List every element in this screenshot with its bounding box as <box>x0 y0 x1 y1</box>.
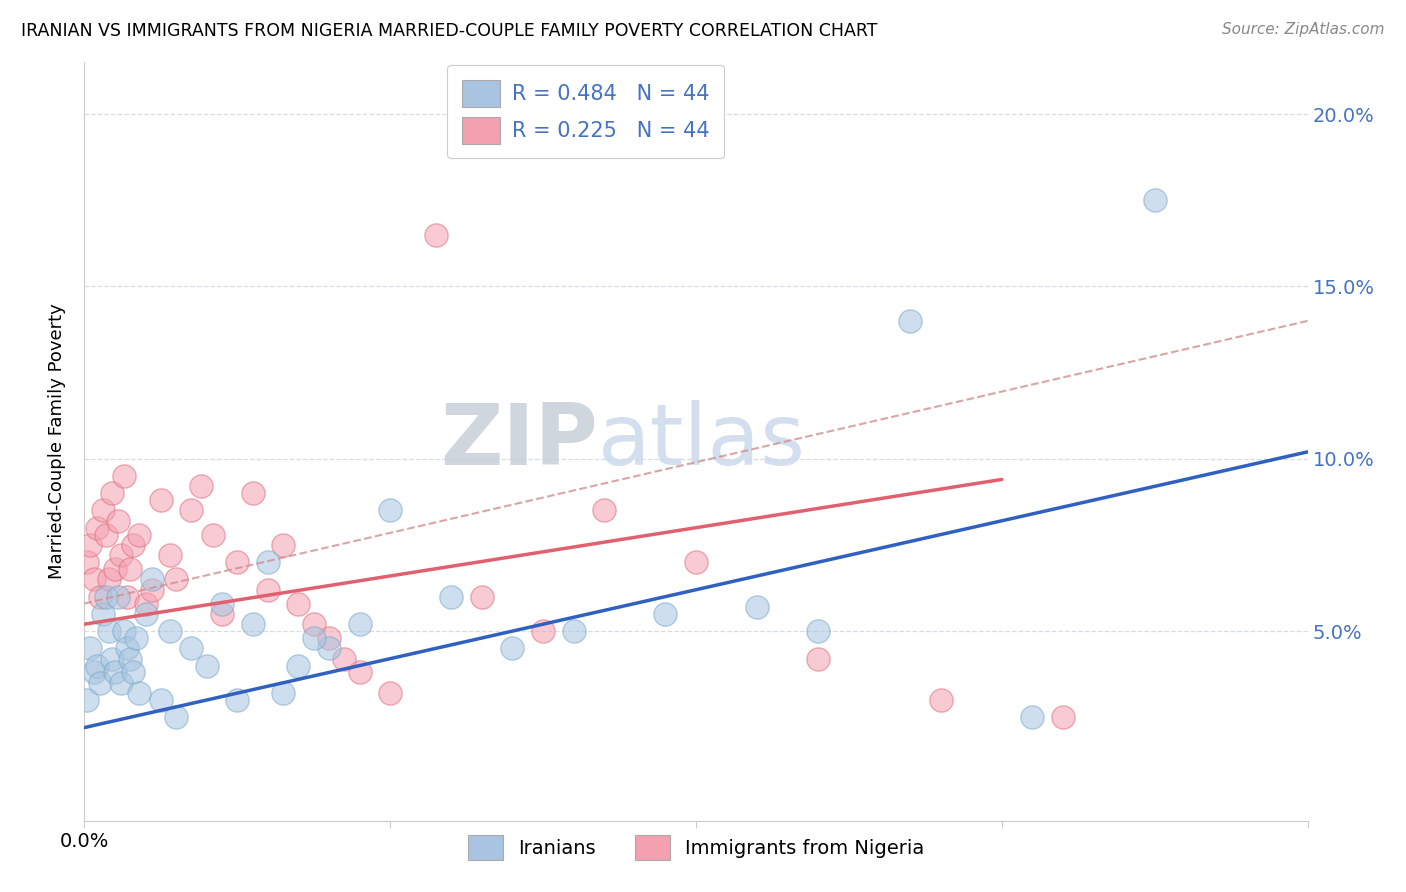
Point <box>120 562 142 576</box>
Point <box>807 651 830 665</box>
Point <box>91 503 114 517</box>
Text: Source: ZipAtlas.com: Source: ZipAtlas.com <box>1222 22 1385 37</box>
Point <box>91 607 114 621</box>
Point <box>76 693 98 707</box>
Point <box>271 538 294 552</box>
Point <box>685 555 707 569</box>
Text: IRANIAN VS IMMIGRANTS FROM NIGERIA MARRIED-COUPLE FAMILY POVERTY CORRELATION CHA: IRANIAN VS IMMIGRANTS FROM NIGERIA MARRI… <box>21 22 877 40</box>
Point <box>380 686 402 700</box>
Point <box>112 469 135 483</box>
Point <box>141 582 163 597</box>
Point <box>562 624 585 639</box>
Point <box>94 527 117 541</box>
Point <box>471 590 494 604</box>
Point <box>97 624 120 639</box>
Point <box>1143 194 1166 208</box>
Point <box>135 597 157 611</box>
Point <box>165 573 187 587</box>
Point <box>115 641 138 656</box>
Point <box>120 651 142 665</box>
Point <box>929 693 952 707</box>
Point <box>180 641 202 656</box>
Text: ZIP: ZIP <box>440 400 598 483</box>
Point <box>76 555 98 569</box>
Point <box>257 582 280 597</box>
Point <box>195 658 218 673</box>
Point <box>110 548 132 563</box>
Point <box>349 617 371 632</box>
Point <box>271 686 294 700</box>
Point <box>333 651 356 665</box>
Point <box>180 503 202 517</box>
Text: 0.0%: 0.0% <box>59 832 110 851</box>
Point <box>79 641 101 656</box>
Point <box>747 599 769 614</box>
Point <box>593 503 616 517</box>
Point <box>1021 710 1043 724</box>
Point <box>86 658 108 673</box>
Point <box>425 227 447 242</box>
Point <box>83 573 105 587</box>
Point <box>101 486 124 500</box>
Point <box>128 686 150 700</box>
Point <box>211 607 233 621</box>
Point <box>122 538 145 552</box>
Point <box>807 624 830 639</box>
Point <box>226 693 249 707</box>
Point <box>302 617 325 632</box>
Point <box>107 514 129 528</box>
Legend: Iranians, Immigrants from Nigeria: Iranians, Immigrants from Nigeria <box>460 827 932 868</box>
Point <box>97 573 120 587</box>
Point <box>122 665 145 680</box>
Text: atlas: atlas <box>598 400 806 483</box>
Point <box>125 631 148 645</box>
Point <box>287 658 309 673</box>
Point <box>165 710 187 724</box>
Point <box>211 597 233 611</box>
Point <box>104 665 127 680</box>
Point <box>242 617 264 632</box>
Point <box>110 675 132 690</box>
Point <box>115 590 138 604</box>
Point <box>349 665 371 680</box>
Point <box>128 527 150 541</box>
Point <box>159 624 181 639</box>
Point <box>242 486 264 500</box>
Point <box>531 624 554 639</box>
Point <box>318 641 340 656</box>
Point <box>149 493 172 508</box>
Point <box>201 527 224 541</box>
Point <box>226 555 249 569</box>
Point <box>112 624 135 639</box>
Point <box>83 665 105 680</box>
Point <box>440 590 463 604</box>
Point <box>107 590 129 604</box>
Point <box>257 555 280 569</box>
Point <box>502 641 524 656</box>
Point <box>190 479 212 493</box>
Point <box>159 548 181 563</box>
Point <box>654 607 676 621</box>
Point <box>94 590 117 604</box>
Point <box>86 521 108 535</box>
Y-axis label: Married-Couple Family Poverty: Married-Couple Family Poverty <box>48 303 66 580</box>
Point <box>302 631 325 645</box>
Point <box>149 693 172 707</box>
Point <box>287 597 309 611</box>
Point <box>135 607 157 621</box>
Point <box>318 631 340 645</box>
Point <box>101 651 124 665</box>
Point <box>1052 710 1074 724</box>
Point <box>89 675 111 690</box>
Point <box>898 314 921 328</box>
Point <box>89 590 111 604</box>
Point <box>104 562 127 576</box>
Point <box>380 503 402 517</box>
Point <box>141 573 163 587</box>
Point <box>79 538 101 552</box>
